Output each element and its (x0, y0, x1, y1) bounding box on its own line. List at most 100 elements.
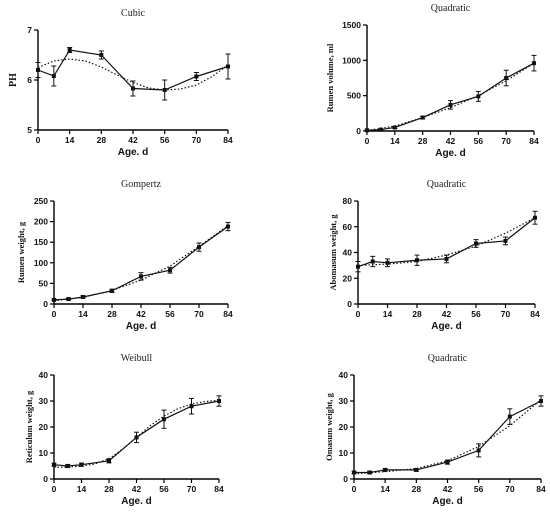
data-point (52, 462, 56, 467)
y-tick-label: 80 (343, 196, 353, 206)
data-point (533, 215, 537, 220)
data-point (385, 260, 390, 265)
x-axis-label: Age. d (126, 321, 157, 332)
chart-panel-4: Quadratic 0 14 28 42 56 70 84 0 20 40 60 80 Age. d Abo… (328, 179, 540, 332)
y-tick-label: 40 (339, 370, 349, 380)
x-tick-label: 70 (501, 136, 511, 146)
chart-title: Quadratic (428, 353, 468, 364)
x-tick-label: 84 (223, 309, 233, 319)
data-point (415, 258, 419, 263)
data-point (162, 88, 167, 92)
y-tick-label: 100 (34, 258, 48, 268)
x-tick-label: 0 (356, 309, 361, 319)
data-point (383, 467, 388, 472)
data-point (539, 399, 543, 403)
x-tick-label: 56 (160, 135, 170, 145)
data-point (356, 264, 360, 269)
y-tick-label: 0 (43, 299, 48, 309)
data-point (444, 256, 449, 261)
x-tick-label: 42 (446, 136, 456, 146)
chart-panel-6: Quadratic 0 14 28 42 56 70 84 0 10 20 30 40 Age. d Oma… (324, 353, 546, 507)
y-axis-label: Omasum weight, g (324, 392, 334, 461)
x-tick-label: 0 (352, 484, 357, 494)
x-tick-label: 70 (187, 484, 197, 494)
data-point (197, 245, 201, 250)
data-point (392, 125, 397, 130)
x-tick-label: 84 (223, 135, 233, 145)
x-tick-label: 28 (418, 136, 428, 146)
x-axis-label: Age. d (435, 148, 466, 159)
y-tick-label: 20 (39, 422, 49, 432)
x-tick-label: 70 (501, 309, 511, 319)
x-tick-label: 84 (214, 484, 224, 494)
x-tick-label: 42 (443, 484, 453, 494)
data-point (162, 417, 166, 422)
data-point (370, 259, 375, 264)
y-tick-label: 40 (343, 248, 353, 258)
x-tick-label: 0 (36, 135, 41, 145)
y-tick-label: 50 (39, 278, 49, 288)
x-tick-label: 56 (474, 484, 484, 494)
data-point (134, 435, 139, 440)
fitted-curve (366, 62, 535, 132)
y-tick-label: 200 (34, 217, 48, 227)
y-tick-label: 0 (43, 474, 48, 484)
x-tick-label: 14 (390, 136, 400, 146)
x-tick-label: 56 (471, 309, 481, 319)
y-tick-label: 0 (347, 299, 352, 309)
data-point (67, 48, 72, 52)
x-tick-label: 28 (412, 309, 422, 319)
y-tick-label: 0 (343, 474, 348, 484)
data-point (168, 268, 172, 273)
data-point (414, 467, 419, 472)
y-axis-label: Abomasum weight, g (328, 214, 338, 291)
x-tick-label: 14 (65, 135, 75, 145)
data-point (36, 68, 40, 72)
x-tick-label: 14 (380, 484, 390, 494)
x-tick-label: 14 (78, 309, 88, 319)
x-tick-label: 42 (442, 309, 452, 319)
x-tick-label: 84 (530, 309, 540, 319)
data-point (367, 470, 372, 475)
data-point (378, 127, 383, 132)
data-point (226, 224, 230, 229)
chart-title: Quadratic (427, 179, 467, 190)
data-point (532, 61, 536, 66)
y-tick-label: 20 (343, 273, 353, 283)
observed-line (53, 400, 220, 467)
y-tick-label: 500 (347, 91, 361, 101)
y-tick-label: 150 (34, 237, 48, 247)
data-point (365, 128, 369, 133)
data-point (107, 458, 111, 463)
chart-title: Quadratic (431, 3, 471, 14)
data-point (217, 399, 221, 403)
x-tick-label: 56 (165, 309, 175, 319)
x-tick-label: 70 (192, 135, 202, 145)
chart-title: Gompertz (121, 179, 162, 190)
y-tick-label: 10 (339, 448, 349, 458)
x-axis-label: Age. d (121, 496, 152, 507)
data-point (51, 74, 56, 78)
y-tick-label: 60 (343, 222, 353, 232)
data-point (52, 297, 56, 302)
y-tick-label: 1000 (342, 55, 361, 65)
data-point (503, 238, 508, 243)
x-tick-label: 70 (194, 309, 204, 319)
data-point (352, 470, 356, 475)
x-tick-label: 28 (97, 135, 107, 145)
data-point (139, 274, 143, 279)
x-tick-label: 28 (412, 484, 422, 494)
y-tick-label: 250 (34, 196, 48, 206)
x-tick-label: 42 (136, 309, 146, 319)
data-point (194, 74, 199, 79)
chart-panel-5: Weibull 0 14 28 42 56 70 84 0 10 20 30 40 Age. d Retic… (24, 353, 224, 507)
data-point (507, 414, 512, 419)
data-point (99, 53, 104, 57)
y-tick-label: 30 (39, 396, 49, 406)
x-axis-label: Age. d (431, 321, 462, 332)
y-tick-label: 30 (339, 396, 349, 406)
y-tick-label: 6 (27, 75, 32, 85)
x-tick-label: 0 (365, 136, 370, 146)
data-point (65, 464, 70, 468)
